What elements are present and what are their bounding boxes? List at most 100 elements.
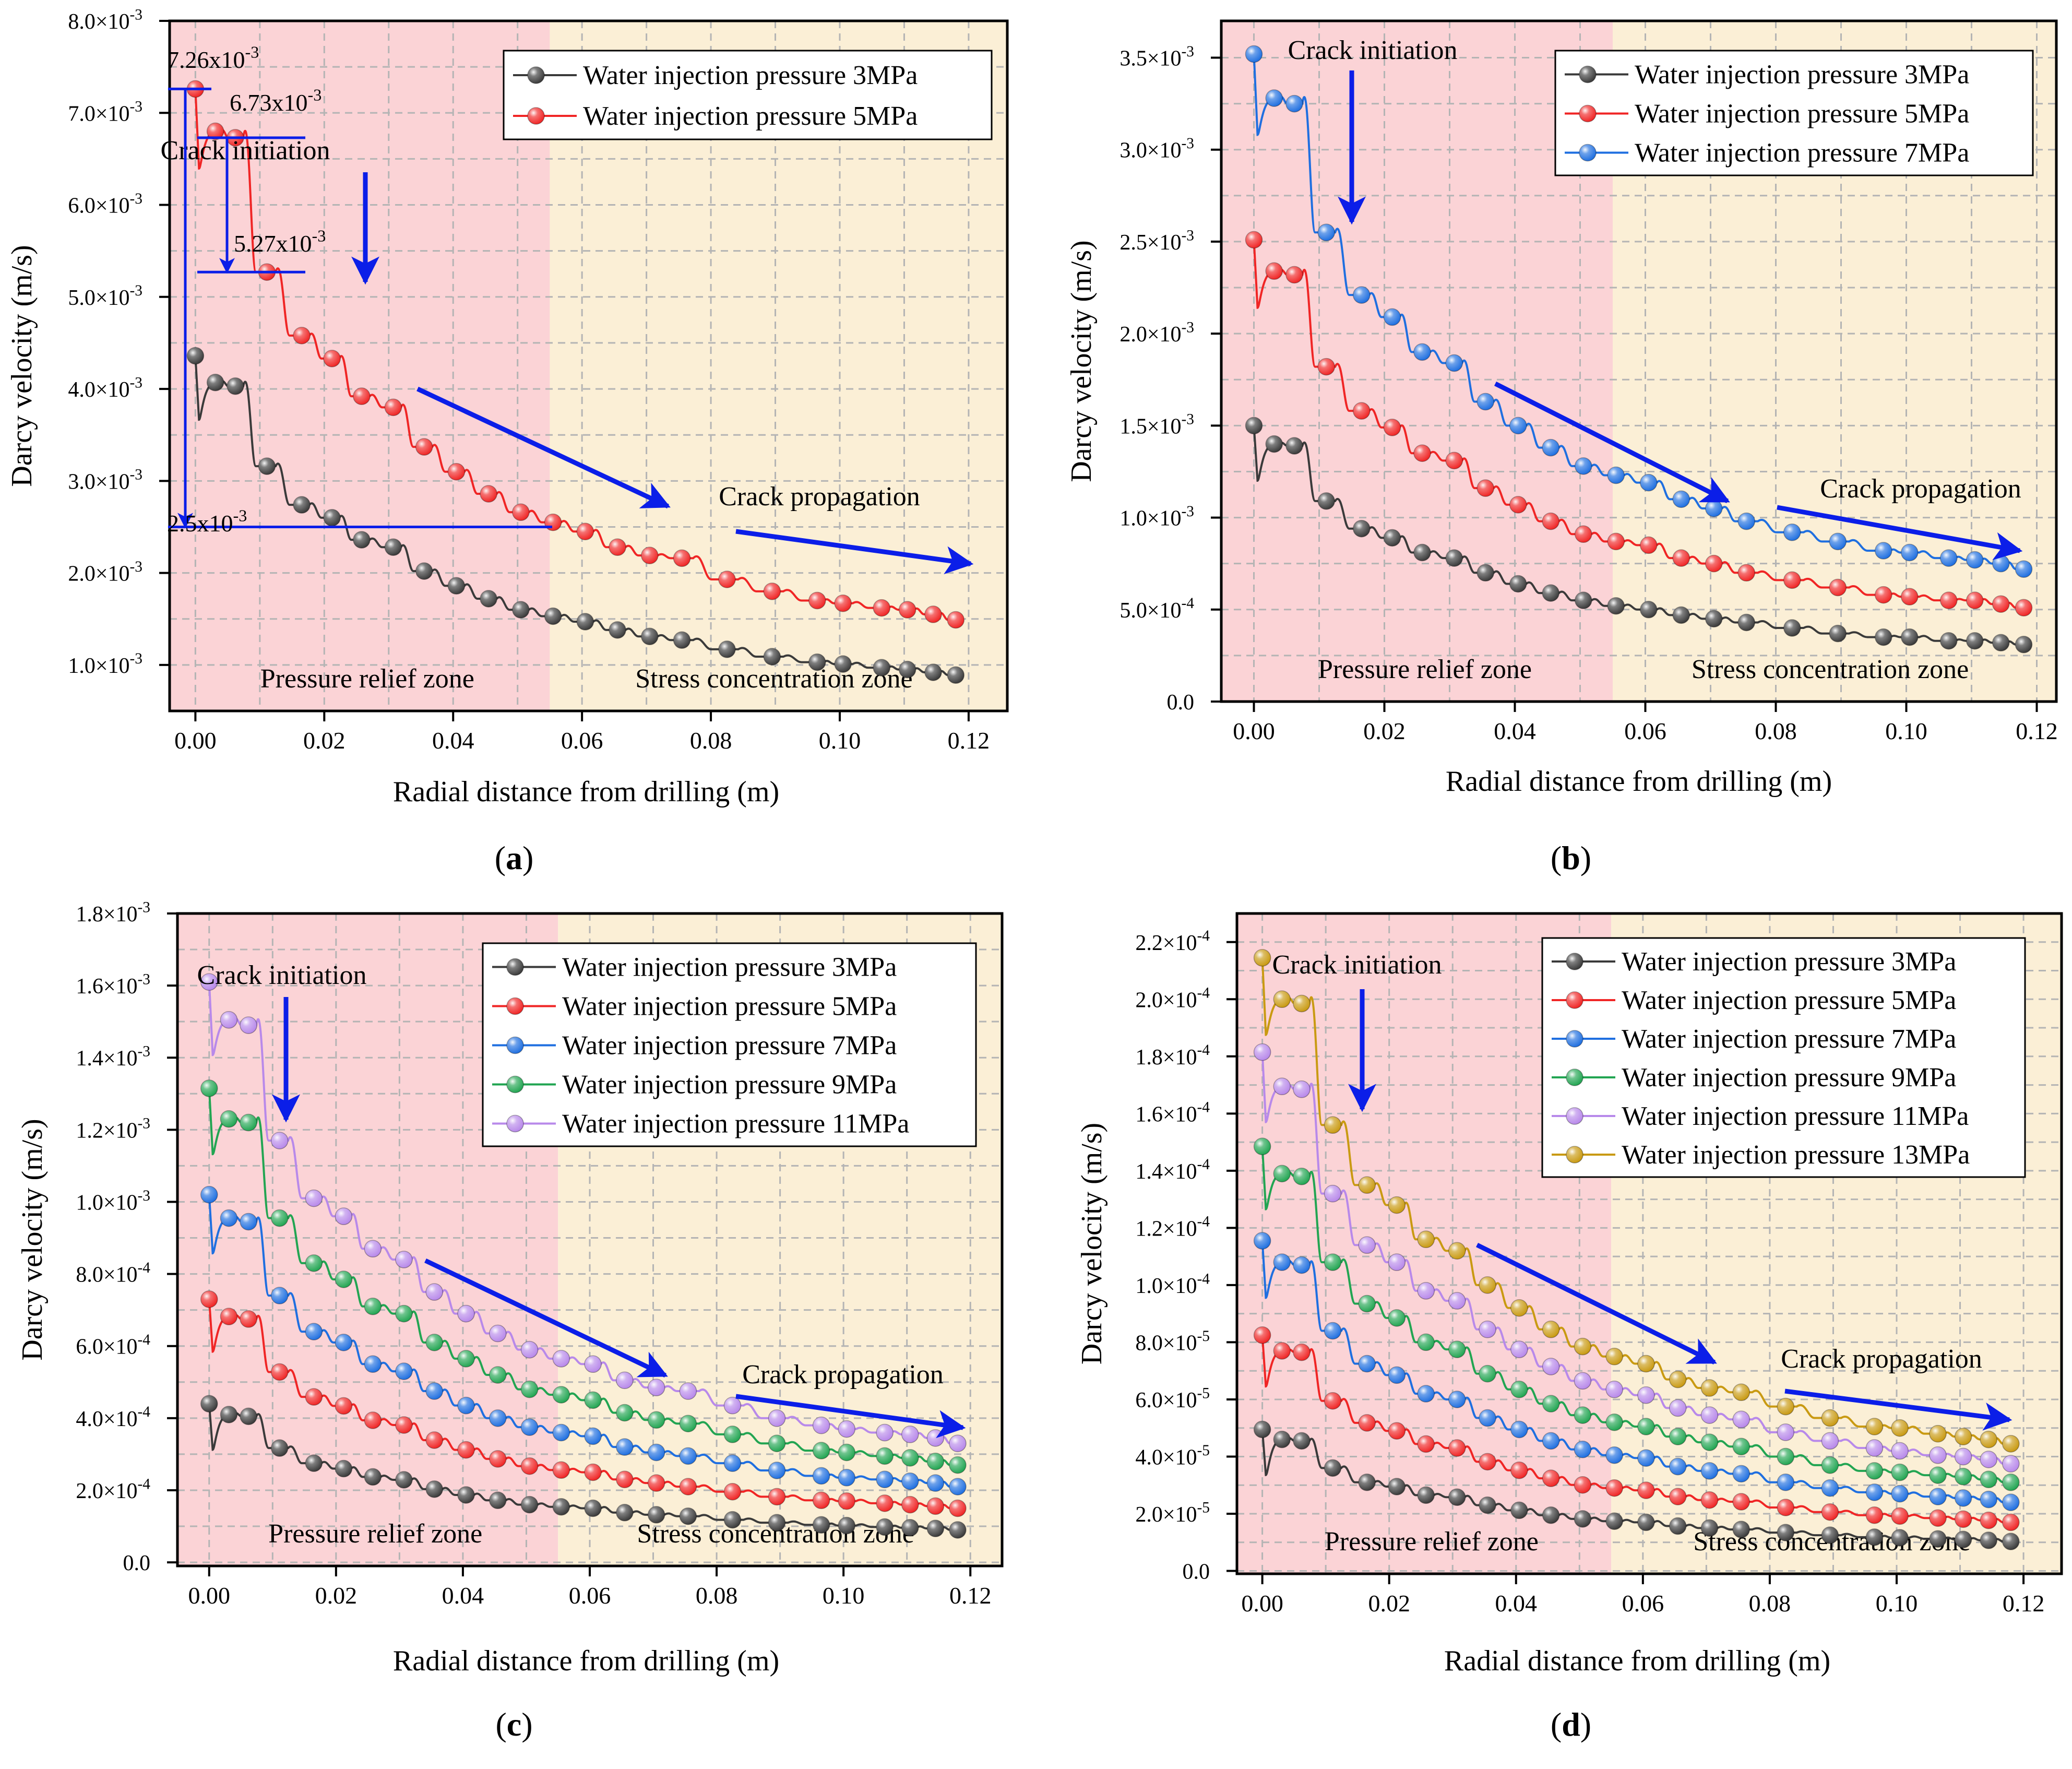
data-point xyxy=(1865,1418,1884,1435)
data-point xyxy=(1605,1479,1623,1497)
data-point-shine xyxy=(1637,1482,1654,1499)
data-point-shine xyxy=(1254,1232,1271,1250)
data-point-shine xyxy=(1701,1380,1718,1397)
data-point-shine xyxy=(1992,555,2009,572)
y-tick-label: 1.0×10-3 xyxy=(76,1188,150,1215)
data-point xyxy=(1265,89,1283,107)
data-point-shine xyxy=(947,667,964,684)
data-point-shine xyxy=(813,1492,830,1509)
data-point xyxy=(552,1386,570,1404)
y-tick-label: 1.2×10-4 xyxy=(1135,1214,1210,1241)
data-point xyxy=(1929,1466,1947,1484)
data-point-shine xyxy=(1254,1421,1271,1438)
data-point xyxy=(2015,599,2033,617)
data-point xyxy=(1700,1519,1719,1537)
data-point-shine xyxy=(724,1483,741,1500)
data-point-shine xyxy=(1733,1521,1750,1538)
data-point xyxy=(1358,1355,1376,1373)
data-point-shine xyxy=(458,1397,474,1414)
y-tick-label: 2.0×10-4 xyxy=(76,1476,150,1503)
data-point-shine xyxy=(1477,393,1494,410)
data-point xyxy=(227,377,244,395)
data-point-shine xyxy=(1286,266,1303,283)
data-point xyxy=(1285,266,1303,284)
data-point xyxy=(1732,1465,1750,1483)
data-point xyxy=(1700,1433,1719,1451)
data-point xyxy=(1293,994,1311,1013)
data-point-shine xyxy=(838,1469,855,1486)
x-axis-title: Radial distance from drilling (m) xyxy=(1446,765,1832,798)
data-point-shine xyxy=(200,1290,218,1308)
data-point xyxy=(1783,619,1801,637)
crack-propagation-label: Crack propagation xyxy=(1781,1344,1982,1374)
crack-propagation-label: Crack propagation xyxy=(719,482,920,512)
data-point xyxy=(1358,1414,1376,1432)
legend-entry: Water injection pressure 11MPa xyxy=(562,1109,909,1139)
data-point xyxy=(1637,1355,1655,1373)
data-point-shine xyxy=(1575,526,1592,543)
data-point-shine xyxy=(227,377,244,395)
data-point xyxy=(723,1454,742,1472)
data-point xyxy=(1479,1276,1496,1294)
data-point-shine xyxy=(1673,607,1690,624)
annotations: Crack initiation Crack propagation xyxy=(1272,950,2013,1431)
decline-arrow xyxy=(1476,1242,1717,1365)
data-point-shine xyxy=(1980,1471,1997,1488)
data-point xyxy=(647,1443,665,1462)
data-point-shine xyxy=(808,654,826,671)
data-point xyxy=(1605,1446,1623,1464)
data-point-shine xyxy=(1353,520,1370,537)
legend-swatch-shine xyxy=(1566,1108,1583,1124)
legend-entry: Water injection pressure 3MPa xyxy=(562,953,897,982)
legend-entry: Water injection pressure 13MPa xyxy=(1622,1140,1970,1170)
data-point xyxy=(1605,1381,1623,1398)
legend-entry: Water injection pressure 3MPa xyxy=(1635,60,1969,90)
data-point xyxy=(873,659,890,676)
data-point xyxy=(949,1478,967,1495)
data-point xyxy=(812,1491,830,1510)
data-point xyxy=(1777,1423,1795,1441)
annotations: Crack initiation Crack propagation xyxy=(1288,35,2023,561)
data-point xyxy=(876,1518,894,1536)
data-point xyxy=(673,549,691,567)
data-point xyxy=(1637,1418,1655,1435)
data-point xyxy=(425,1480,443,1498)
data-point xyxy=(926,1497,945,1515)
series-line xyxy=(208,1299,958,1510)
data-point-shine xyxy=(835,595,852,612)
data-point-shine xyxy=(901,1473,919,1490)
data-point xyxy=(616,1371,634,1390)
data-point-shine xyxy=(1448,1341,1466,1358)
data-point-shine xyxy=(1266,90,1283,107)
data-point-shine xyxy=(220,1308,237,1325)
data-point xyxy=(1358,1236,1376,1254)
data-point-shine xyxy=(764,583,781,600)
legend-swatch-shine xyxy=(507,1037,523,1054)
data-point xyxy=(1510,1501,1528,1519)
data-point xyxy=(1891,1463,1909,1481)
data-point-shine xyxy=(395,1416,412,1433)
legend-swatch-shine xyxy=(528,67,544,84)
data-point-shine xyxy=(521,1496,538,1513)
data-point-shine xyxy=(1980,1512,1997,1529)
data-point xyxy=(1510,1340,1528,1358)
data-point-shine xyxy=(838,1444,855,1461)
data-point-shine xyxy=(1324,1322,1341,1339)
data-point xyxy=(616,1470,634,1489)
data-point xyxy=(1542,1358,1560,1375)
data-point xyxy=(901,1426,919,1443)
data-point xyxy=(1829,532,1847,551)
data-point-shine xyxy=(240,1310,257,1327)
data-point xyxy=(2002,1455,2020,1473)
data-point xyxy=(2002,1493,2020,1511)
data-point xyxy=(1417,1435,1435,1453)
data-point xyxy=(1865,1439,1884,1457)
data-point-shine xyxy=(271,1132,288,1149)
data-point-shine xyxy=(1980,1451,1997,1468)
legend: Water injection pressure 3MPa Water injec… xyxy=(1554,50,2034,176)
data-point xyxy=(1509,496,1527,514)
data-point xyxy=(1669,1428,1687,1445)
data-point xyxy=(898,660,916,679)
data-point-shine xyxy=(1901,588,1918,606)
data-point-shine xyxy=(1254,1138,1271,1155)
